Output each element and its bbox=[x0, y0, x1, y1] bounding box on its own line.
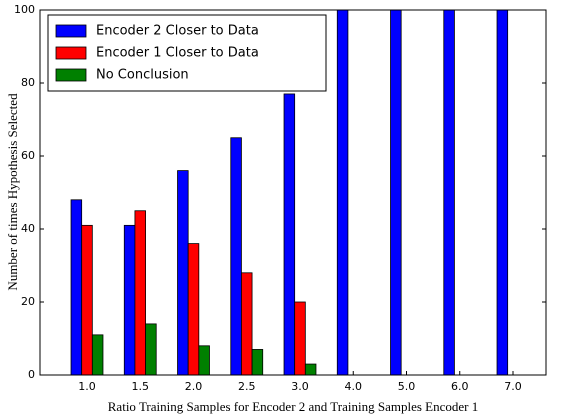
x-tick-label: 4.0 bbox=[345, 380, 363, 393]
bar bbox=[443, 9, 455, 376]
x-tick-label: 1.5 bbox=[132, 380, 150, 393]
bar bbox=[81, 224, 93, 376]
legend-swatch bbox=[55, 68, 87, 82]
x-tick-label: 7.0 bbox=[504, 380, 522, 393]
bar bbox=[496, 9, 509, 376]
legend-label: Encoder 1 Closer to Data bbox=[96, 46, 259, 61]
bar bbox=[177, 170, 189, 376]
x-tick-label: 5.0 bbox=[398, 380, 416, 393]
bar bbox=[70, 199, 83, 376]
y-axis-label: Number of times Hypothesis Selected bbox=[5, 93, 20, 291]
y-tick-label: 40 bbox=[21, 222, 35, 235]
bar bbox=[91, 334, 104, 376]
y-tick-label: 20 bbox=[21, 295, 35, 308]
y-tick-label: 0 bbox=[28, 368, 35, 381]
bar bbox=[145, 323, 157, 376]
legend-label: No Conclusion bbox=[96, 68, 189, 83]
bar bbox=[304, 363, 317, 376]
bar bbox=[336, 9, 349, 376]
bar bbox=[294, 301, 306, 376]
plot-frame bbox=[39, 9, 547, 376]
legend-box bbox=[47, 14, 327, 92]
x-tick-label: 2.0 bbox=[185, 380, 203, 393]
y-tick-label: 100 bbox=[14, 3, 35, 16]
x-tick-label: 6.0 bbox=[451, 380, 469, 393]
legend-label: Encoder 2 Closer to Data bbox=[96, 24, 259, 39]
x-tick-label: 3.0 bbox=[291, 380, 309, 393]
x-tick-label: 2.5 bbox=[238, 380, 256, 393]
legend-swatch bbox=[55, 24, 87, 38]
bar bbox=[187, 243, 200, 376]
bar bbox=[390, 9, 402, 376]
bar bbox=[198, 345, 210, 376]
bar bbox=[283, 93, 296, 376]
bar bbox=[251, 349, 264, 376]
y-tick-label: 80 bbox=[21, 76, 35, 89]
legend-swatch bbox=[55, 46, 87, 60]
bar bbox=[241, 272, 253, 376]
x-tick-label: 1.0 bbox=[78, 380, 96, 393]
y-tick-label: 60 bbox=[21, 149, 35, 162]
bar bbox=[134, 210, 146, 376]
x-axis-label: Ratio Training Samples for Encoder 2 and… bbox=[108, 399, 478, 414]
bar bbox=[230, 137, 242, 376]
bar bbox=[123, 224, 136, 376]
